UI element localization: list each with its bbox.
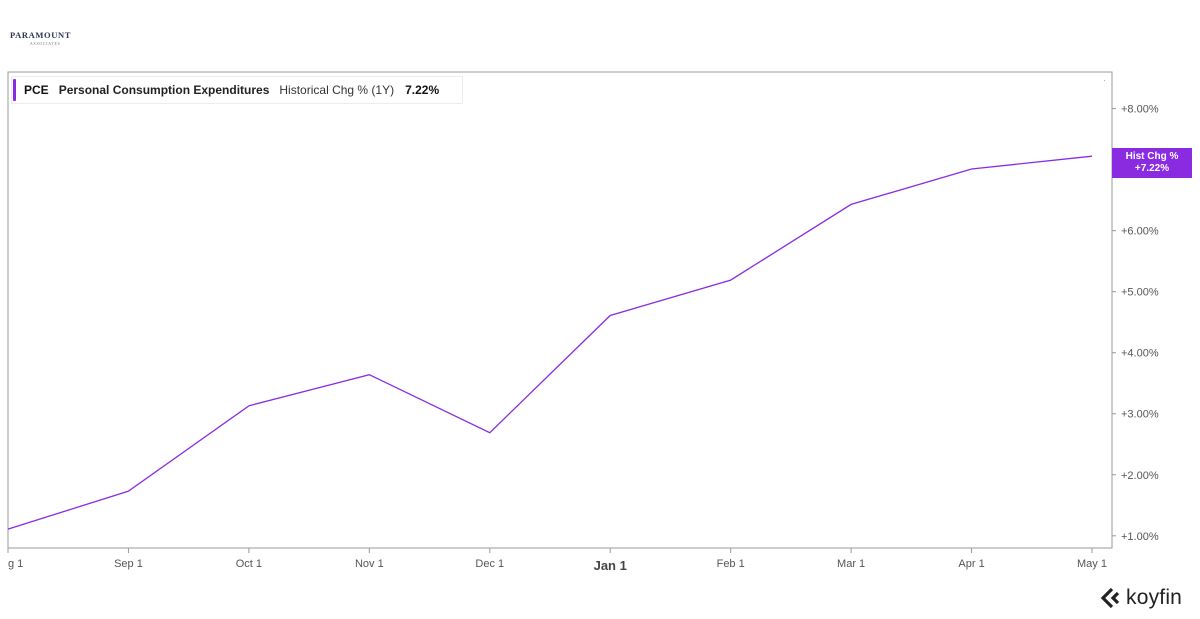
x-tick-label: Jan 1 xyxy=(594,558,627,573)
logo-sub-text: ASSOCIATES xyxy=(30,42,61,46)
y-tick-label: +6.00% xyxy=(1121,226,1159,238)
x-tick-label: g 1 xyxy=(8,558,23,570)
x-tick-label: Mar 1 xyxy=(837,558,865,570)
x-tick-label: Feb 1 xyxy=(717,558,745,570)
legend-series-name: Personal Consumption Expenditures xyxy=(58,83,270,97)
legend-metric: Historical Chg % (1Y) xyxy=(279,83,395,97)
x-axis: g 1 Sep 1 Oct 1 Nov 1 Dec 1 Jan 1 Feb 1 Mar 1 Ap… xyxy=(7,548,1107,573)
x-tick-label: May 1 xyxy=(1077,558,1107,570)
plot-frame xyxy=(7,71,1113,549)
x-tick-label: Sep 1 xyxy=(114,558,143,570)
y-tick-label: +8.00% xyxy=(1121,104,1159,116)
legend-ticker: PCE xyxy=(24,83,49,97)
y-tick-label: +4.00% xyxy=(1121,348,1159,360)
koyfin-wordmark: koyfin xyxy=(1126,586,1183,609)
last-value-badge: Hist Chg % +7.22% xyxy=(1112,148,1192,178)
y-tick-label: +2.00% xyxy=(1121,470,1159,482)
x-tick-label: Dec 1 xyxy=(475,558,504,570)
x-tick-label: Nov 1 xyxy=(355,558,384,570)
y-tick-label: +1.00% xyxy=(1121,531,1159,543)
paramount-logo: PARAMOUNT ASSOCIATES xyxy=(10,30,71,46)
legend-value: 7.22% xyxy=(405,83,440,97)
plot-corner-dot: · xyxy=(1103,76,1106,85)
y-tick-label: +3.00% xyxy=(1121,409,1159,421)
x-tick-label: Oct 1 xyxy=(236,558,262,570)
logo-main-text: PARAMOUNT xyxy=(10,30,71,40)
chart-legend[interactable]: PCE Personal Consumption Expenditures Hi… xyxy=(11,76,463,104)
koyfin-watermark: koyfin xyxy=(1100,586,1182,610)
legend-swatch xyxy=(13,79,16,101)
badge-value: +7.22% xyxy=(1134,163,1170,174)
series-line-pce xyxy=(7,155,1093,530)
x-tick-label: Apr 1 xyxy=(958,558,984,570)
y-tick-label: +5.00% xyxy=(1121,287,1159,299)
koyfin-logo-icon xyxy=(1100,587,1120,609)
badge-label: Hist Chg % xyxy=(1125,151,1179,162)
